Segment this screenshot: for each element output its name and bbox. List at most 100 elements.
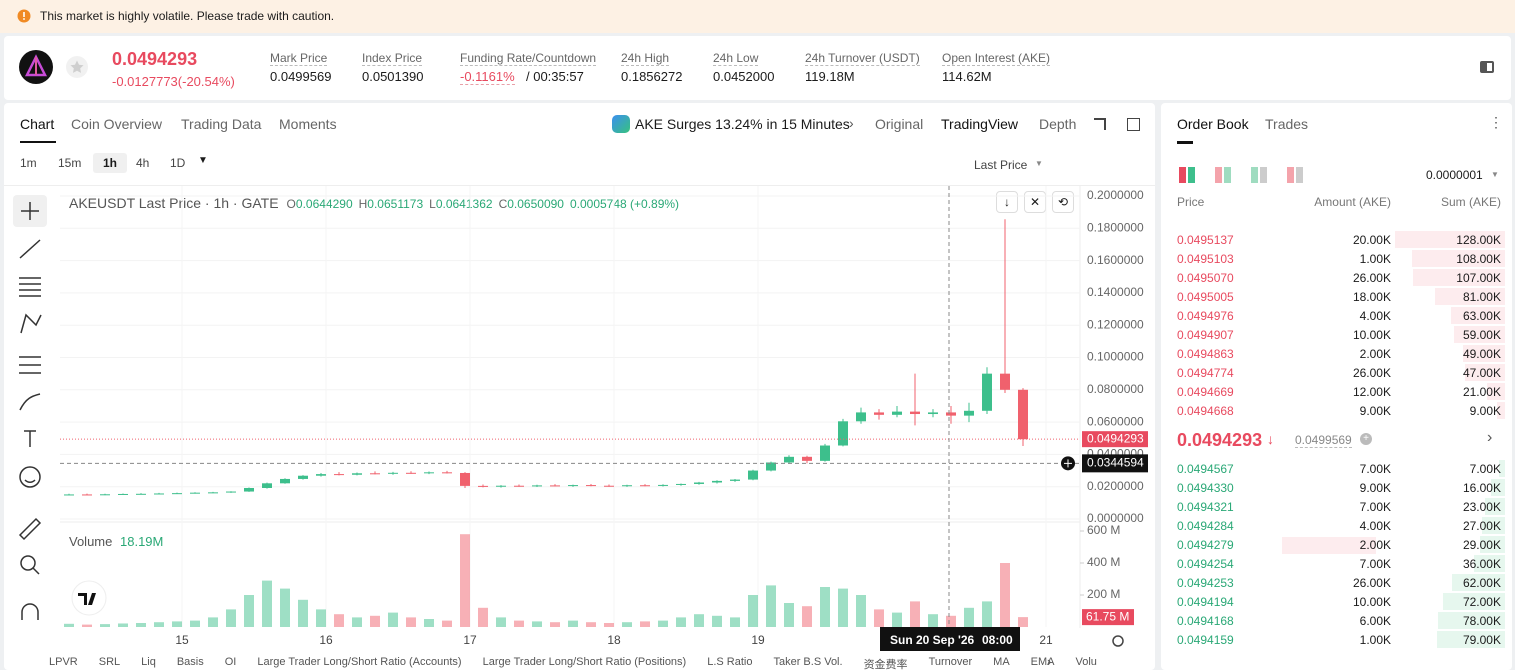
expand-button[interactable] xyxy=(1094,118,1106,130)
book-amount: 1.00K xyxy=(1359,633,1391,647)
chart-tab[interactable]: Coin Overview xyxy=(71,116,163,132)
book-price[interactable]: 0.0494321 xyxy=(1177,500,1234,514)
price-type-select[interactable]: Last Price xyxy=(974,158,1028,172)
depth-mode-button[interactable] xyxy=(1287,167,1303,183)
book-price[interactable]: 0.0495103 xyxy=(1177,252,1234,266)
interval-button[interactable]: 1D xyxy=(170,156,186,170)
last-price: 0.0494293 xyxy=(112,49,198,69)
depth-bar xyxy=(1498,460,1505,477)
book-price[interactable]: 0.0494168 xyxy=(1177,614,1234,628)
chart-control-button[interactable]: ⟲ xyxy=(1052,191,1074,213)
chart-title: AKEUSDT Last Price · 1h · GATE xyxy=(69,195,279,211)
book-price[interactable]: 0.0494774 xyxy=(1177,366,1234,380)
depth-mode-button[interactable] xyxy=(1215,167,1231,183)
ohlc-value: 0.0641362 xyxy=(435,197,493,211)
depth-mode-button[interactable] xyxy=(1179,167,1195,183)
book-sum: 9.00K xyxy=(1469,404,1501,418)
indicator-item[interactable]: L.S Ratio xyxy=(707,656,753,668)
book-sum: 107.00K xyxy=(1456,271,1501,285)
book-amount: 2.00K xyxy=(1359,538,1391,552)
book-price[interactable]: 0.0494284 xyxy=(1177,519,1234,533)
book-price[interactable]: 0.0494279 xyxy=(1177,538,1234,552)
indicator-item[interactable]: Taker B.S Vol. xyxy=(773,656,843,668)
indicator-item[interactable]: Liq xyxy=(141,656,156,668)
interval-button[interactable]: 1h xyxy=(93,153,128,173)
stat-value: 114.62M xyxy=(942,69,992,84)
book-price[interactable]: 0.0494253 xyxy=(1177,576,1234,590)
stat-value: 0.0501390 xyxy=(362,69,424,84)
ohlc-key: O xyxy=(286,197,296,211)
order-book-tab[interactable]: Trades xyxy=(1265,116,1309,132)
indicator-item[interactable]: MA xyxy=(993,656,1010,668)
book-price[interactable]: 0.0495070 xyxy=(1177,271,1234,285)
col-header: Amount (AKE) xyxy=(1314,195,1391,209)
interval-button[interactable]: 4h xyxy=(136,156,150,170)
price-type-caret: ▼ xyxy=(1035,159,1043,168)
book-price[interactable]: 0.0494907 xyxy=(1177,328,1234,342)
indicator-item[interactable]: SRL xyxy=(98,656,121,668)
indicator-item[interactable]: Volu xyxy=(1075,656,1097,668)
indicator-item[interactable]: Large Trader Long/Short Ratio (Positions… xyxy=(482,656,687,668)
tick-size[interactable]: 0.0000001 xyxy=(1426,168,1483,182)
warning-icon xyxy=(17,9,31,23)
change-value: 0.0005748 (+0.89%) xyxy=(569,197,680,211)
indicator-item[interactable]: LPVR xyxy=(49,656,78,668)
mode-part xyxy=(1179,167,1186,183)
book-price[interactable]: 0.0494194 xyxy=(1177,595,1234,609)
interval-button[interactable]: 1m xyxy=(20,156,37,170)
indicator-item[interactable]: Basis xyxy=(176,656,204,668)
book-amount: 6.00K xyxy=(1359,614,1391,628)
window-button[interactable] xyxy=(1127,118,1140,131)
stat-label: Mark Price xyxy=(270,51,328,66)
tick-caret: ▼ xyxy=(1491,170,1499,179)
book-price[interactable]: 0.0494159 xyxy=(1177,633,1234,647)
book-price[interactable]: 0.0494669 xyxy=(1177,385,1234,399)
chart-tab[interactable]: Trading Data xyxy=(181,116,262,132)
expand-arrow[interactable]: › xyxy=(1487,429,1493,446)
depth-bar xyxy=(1437,612,1505,629)
book-price[interactable]: 0.0494254 xyxy=(1177,557,1234,571)
chart-control-button[interactable]: ✕ xyxy=(1024,191,1046,213)
favorite-star[interactable] xyxy=(66,56,88,78)
highlight-bar xyxy=(1282,537,1376,554)
book-price[interactable]: 0.0495005 xyxy=(1177,290,1234,304)
book-price[interactable]: 0.0494330 xyxy=(1177,481,1234,495)
col-header: Sum (AKE) xyxy=(1440,195,1501,209)
ohlc-key: H xyxy=(358,197,368,211)
chart-tab[interactable]: Chart xyxy=(20,116,55,132)
view-tab[interactable]: Original xyxy=(875,116,924,132)
indicator-item[interactable]: 资金费率 xyxy=(863,659,908,670)
book-amount: 26.00K xyxy=(1352,271,1391,285)
depth-bar xyxy=(1464,364,1505,381)
indicator-item[interactable]: Turnover xyxy=(928,656,973,668)
book-price[interactable]: 0.0494567 xyxy=(1177,462,1234,476)
col-header: Price xyxy=(1177,195,1205,209)
interval-button[interactable]: 15m xyxy=(58,156,82,170)
book-price[interactable]: 0.0494668 xyxy=(1177,404,1234,418)
indicator-item[interactable]: EMA xyxy=(1030,656,1055,668)
book-price[interactable]: 0.0494976 xyxy=(1177,309,1234,323)
book-price[interactable]: 0.0495137 xyxy=(1177,233,1234,247)
news-headline[interactable]: AKE Surges 13.24% in 15 Minutes xyxy=(635,116,850,132)
order-book-tab[interactable]: Order Book xyxy=(1177,116,1249,132)
book-price[interactable]: 0.0494863 xyxy=(1177,347,1234,361)
book-amount: 10.00K xyxy=(1352,595,1391,609)
indicator-item[interactable]: OI xyxy=(224,656,237,668)
chart-control-button[interactable]: ↓ xyxy=(996,191,1018,213)
mode-part xyxy=(1251,167,1258,183)
volume-value: 18.19M xyxy=(120,534,164,549)
depth-mode-button[interactable] xyxy=(1251,167,1267,183)
book-sum: 7.00K xyxy=(1469,462,1501,476)
view-tab[interactable]: Depth xyxy=(1039,116,1077,132)
book-amount: 26.00K xyxy=(1352,576,1391,590)
layout-icon[interactable] xyxy=(1479,60,1495,74)
stat-value: 0.1856272 xyxy=(621,69,683,84)
coin-logo xyxy=(19,50,53,84)
view-tab[interactable]: TradingView xyxy=(941,116,1019,132)
news-arrow: › xyxy=(849,115,854,131)
indicator-item[interactable]: Large Trader Long/Short Ratio (Accounts) xyxy=(257,656,462,668)
chart-tab[interactable]: Moments xyxy=(279,116,337,132)
more-menu[interactable]: ⋮ xyxy=(1489,114,1503,130)
stat-label: 24h Turnover (USDT) xyxy=(805,51,920,66)
ohlc-value: 0.0650090 xyxy=(507,197,564,211)
